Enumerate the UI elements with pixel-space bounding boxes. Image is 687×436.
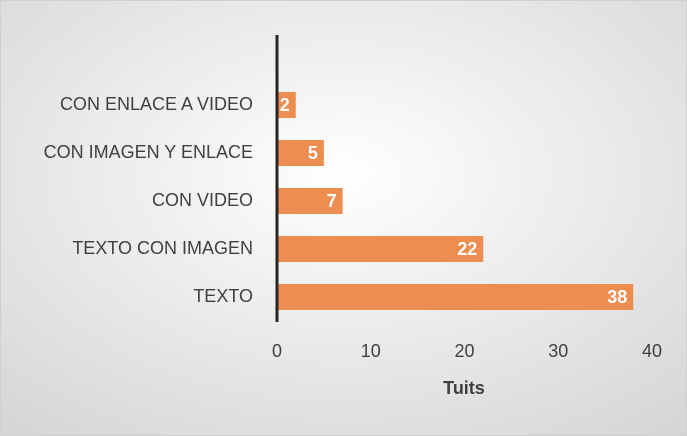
x-tick-label: 40 <box>642 341 662 361</box>
x-tick-label: 20 <box>454 341 474 361</box>
x-tick-label: 0 <box>272 341 282 361</box>
y-tick-label: CON VIDEO <box>152 190 253 210</box>
x-axis-label: Tuits <box>443 378 485 398</box>
y-tick-label: CON ENLACE A VIDEO <box>60 94 253 114</box>
x-tick-label: 10 <box>361 341 381 361</box>
value-label: 7 <box>327 191 337 211</box>
y-tick-label: TEXTO CON IMAGEN <box>72 238 253 258</box>
bar <box>277 284 634 310</box>
y-tick-label: TEXTO <box>193 286 253 306</box>
y-tick-label: CON IMAGEN Y ENLACE <box>44 142 253 162</box>
value-label: 22 <box>457 239 477 259</box>
bar <box>277 236 484 262</box>
value-label: 5 <box>308 143 318 163</box>
value-label: 2 <box>280 95 290 115</box>
bar <box>277 140 324 166</box>
x-tick-label: 30 <box>548 341 568 361</box>
bar <box>277 188 343 214</box>
value-label: 38 <box>607 287 627 307</box>
bar <box>277 92 296 118</box>
